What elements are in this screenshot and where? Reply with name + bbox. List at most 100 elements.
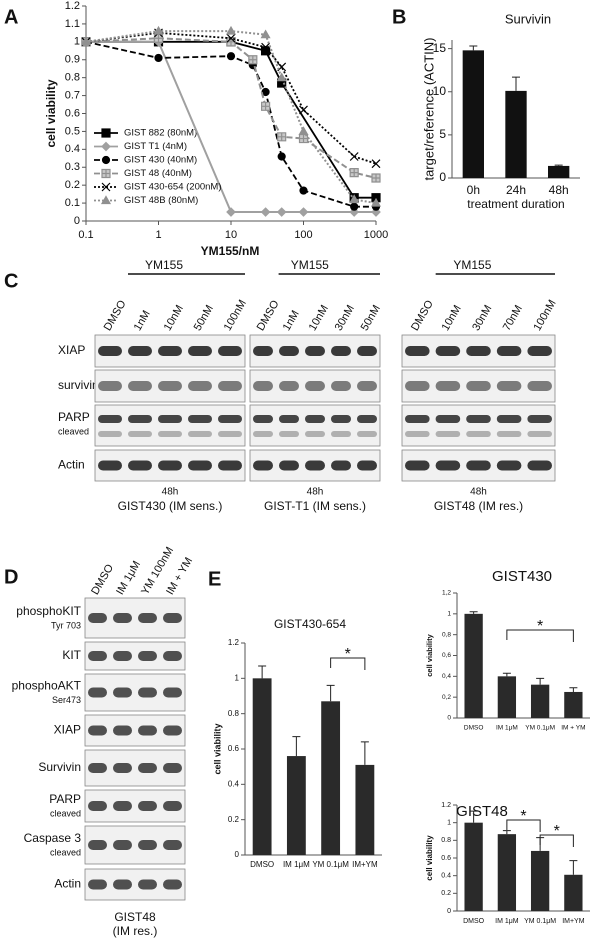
marker xyxy=(298,207,309,217)
y-tick-label: 1 xyxy=(74,36,80,48)
bar xyxy=(497,676,517,718)
band xyxy=(163,763,182,773)
error-bar xyxy=(536,677,545,685)
marker xyxy=(370,197,382,207)
band xyxy=(138,879,157,890)
significance-bracket xyxy=(330,657,366,670)
band xyxy=(138,613,157,623)
x-tick-label: YM 0.1μM xyxy=(525,725,555,732)
row-label: Survivin xyxy=(38,760,81,774)
band xyxy=(279,346,299,356)
band xyxy=(357,431,377,437)
series-line xyxy=(85,30,377,205)
band xyxy=(163,840,182,850)
band xyxy=(331,460,351,471)
y-tick-label: 0 xyxy=(439,170,446,184)
band xyxy=(88,840,107,850)
lane-label: 1nM xyxy=(132,308,153,333)
blot-caption: GIST48 (IM res.) xyxy=(434,499,523,513)
y-axis-label: cell viability xyxy=(212,723,222,774)
band xyxy=(496,460,522,471)
band xyxy=(496,346,522,356)
error-bar xyxy=(469,810,478,823)
band xyxy=(405,431,430,437)
marker xyxy=(101,155,111,165)
blot-caption: GIST430 (IM sens.) xyxy=(118,499,223,513)
band xyxy=(188,415,212,423)
band xyxy=(305,415,325,423)
band xyxy=(466,460,491,471)
row-label: PARP xyxy=(49,792,81,806)
blot-caption: GIST-T1 (IM sens.) xyxy=(264,499,366,513)
marker xyxy=(80,36,92,46)
row-sublabel: Ser473 xyxy=(52,695,81,705)
chart-title: GIST430-654 xyxy=(274,617,346,631)
marker xyxy=(371,173,381,183)
band xyxy=(305,460,325,471)
bar xyxy=(286,756,306,855)
lane-label: 10nM xyxy=(162,303,186,333)
lane-label: 10nM xyxy=(307,303,331,333)
marker xyxy=(100,195,112,205)
marker xyxy=(225,25,237,35)
legend-label: GIST 48B (80nM) xyxy=(124,195,198,206)
band xyxy=(138,840,157,850)
marker xyxy=(248,55,258,65)
legend-marker xyxy=(101,141,111,152)
band xyxy=(88,801,107,811)
band xyxy=(98,415,122,423)
lane-label: 50nM xyxy=(192,303,216,333)
band xyxy=(88,651,107,661)
band xyxy=(113,725,132,736)
marker xyxy=(261,87,270,97)
error-bar xyxy=(569,687,578,692)
bar xyxy=(252,678,272,855)
band xyxy=(331,415,351,423)
y-axis-label: cell viability xyxy=(44,79,58,147)
band xyxy=(158,346,182,356)
band xyxy=(357,415,377,423)
band xyxy=(113,840,132,850)
time-label: 48h xyxy=(162,487,179,498)
marker xyxy=(349,168,359,178)
error-bar xyxy=(469,611,478,614)
y-tick-label: 5 xyxy=(439,127,446,141)
y-tick-label: 1 xyxy=(235,673,240,682)
band xyxy=(128,381,152,391)
band xyxy=(527,346,552,356)
blot-row xyxy=(249,404,381,447)
band xyxy=(253,346,273,356)
y-tick-label: 0.2 xyxy=(228,815,240,824)
band xyxy=(405,460,430,471)
y-tick-label: 0.4 xyxy=(441,873,451,880)
band xyxy=(253,415,273,423)
series-line xyxy=(86,40,376,214)
x-tick-label: IM + YM xyxy=(561,725,585,732)
error-bar xyxy=(326,684,335,702)
x-tick-label: IM 1μM xyxy=(495,918,519,925)
band xyxy=(331,431,351,437)
blot-caption: (IM res.) xyxy=(113,924,158,938)
y-axis-label: cell viability xyxy=(425,633,434,676)
y-tick-label: 1.2 xyxy=(441,802,451,809)
series-line xyxy=(85,31,377,165)
annotation: * xyxy=(520,808,526,825)
legend-label: GIST 48 (40nM) xyxy=(124,168,192,179)
y-tick-label: 0.4 xyxy=(65,143,80,155)
bar xyxy=(564,874,583,911)
marker xyxy=(260,101,271,111)
band xyxy=(527,381,552,391)
band xyxy=(527,431,552,437)
band xyxy=(279,415,299,423)
row-label: Actin xyxy=(54,877,81,891)
band xyxy=(253,431,273,437)
row-label: XIAP xyxy=(54,723,81,737)
band xyxy=(435,381,461,391)
marker xyxy=(226,207,236,217)
y-tick-label: 0.4 xyxy=(228,779,240,788)
marker xyxy=(226,33,236,43)
band xyxy=(466,431,491,437)
y-tick-label: 0 xyxy=(235,850,240,859)
y-tick-label: 0.8 xyxy=(65,72,80,84)
band xyxy=(128,415,152,423)
